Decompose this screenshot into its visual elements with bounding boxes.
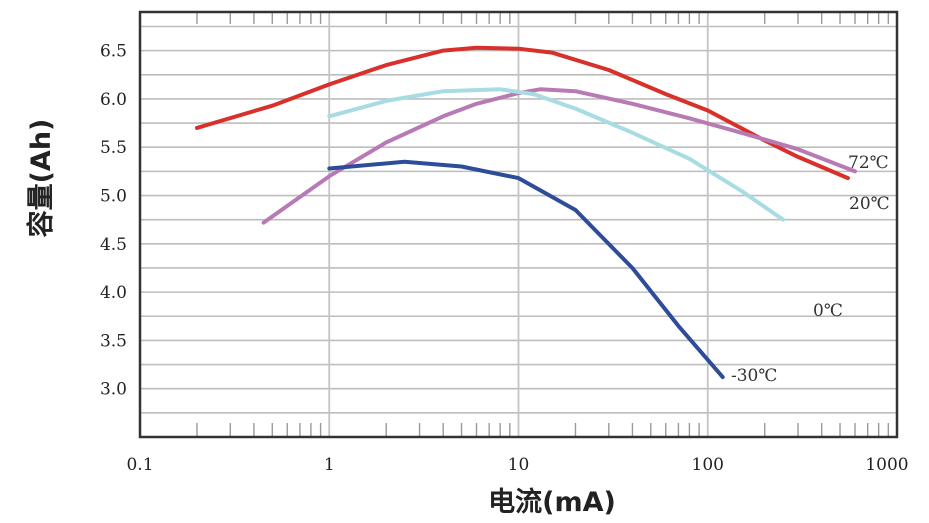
grid xyxy=(139,12,898,437)
x-tick-label: 10 xyxy=(508,455,530,475)
series-line-1 xyxy=(261,87,857,225)
series-label-0: 72℃ xyxy=(848,153,889,173)
x-tick-label: 1 xyxy=(324,455,335,475)
series-label-2: 0℃ xyxy=(813,301,843,321)
x-tick-label: 100 xyxy=(692,455,724,475)
y-tick-label: 6.5 xyxy=(100,42,127,62)
minor-ticks xyxy=(196,12,890,437)
series-line-0 xyxy=(195,45,850,181)
series-lines xyxy=(195,45,857,380)
plot-frame xyxy=(138,10,899,439)
series-line-2 xyxy=(327,87,786,222)
y-tick-label: 6.0 xyxy=(100,90,127,110)
series-line-3 xyxy=(327,159,725,380)
y-tick-label: 5.0 xyxy=(100,187,127,207)
x-tick-label: 0.1 xyxy=(126,455,153,475)
y-tick-label: 5.5 xyxy=(100,138,127,158)
tick-labels: 3.0 3.5 4.0 4.5 5.0 5.5 6.0 6.5 0.1 1 10 100 1000 xyxy=(100,42,909,475)
y-tick-label: 4.0 xyxy=(100,283,127,303)
series-label-3: -30℃ xyxy=(731,366,777,386)
y-tick-label: 4.5 xyxy=(100,235,127,255)
series-labels: 72℃ 20℃ 0℃ -30℃ xyxy=(731,153,890,386)
y-tick-label: 3.5 xyxy=(100,331,127,351)
x-tick-label: 1000 xyxy=(865,455,908,475)
y-tick-label: 3.0 xyxy=(100,380,127,400)
plot-border xyxy=(138,10,899,439)
y-axis-title: 容量(Ah) xyxy=(25,119,57,238)
series-label-1: 20℃ xyxy=(849,194,890,214)
x-axis-title: 电流(mA) xyxy=(488,487,616,518)
